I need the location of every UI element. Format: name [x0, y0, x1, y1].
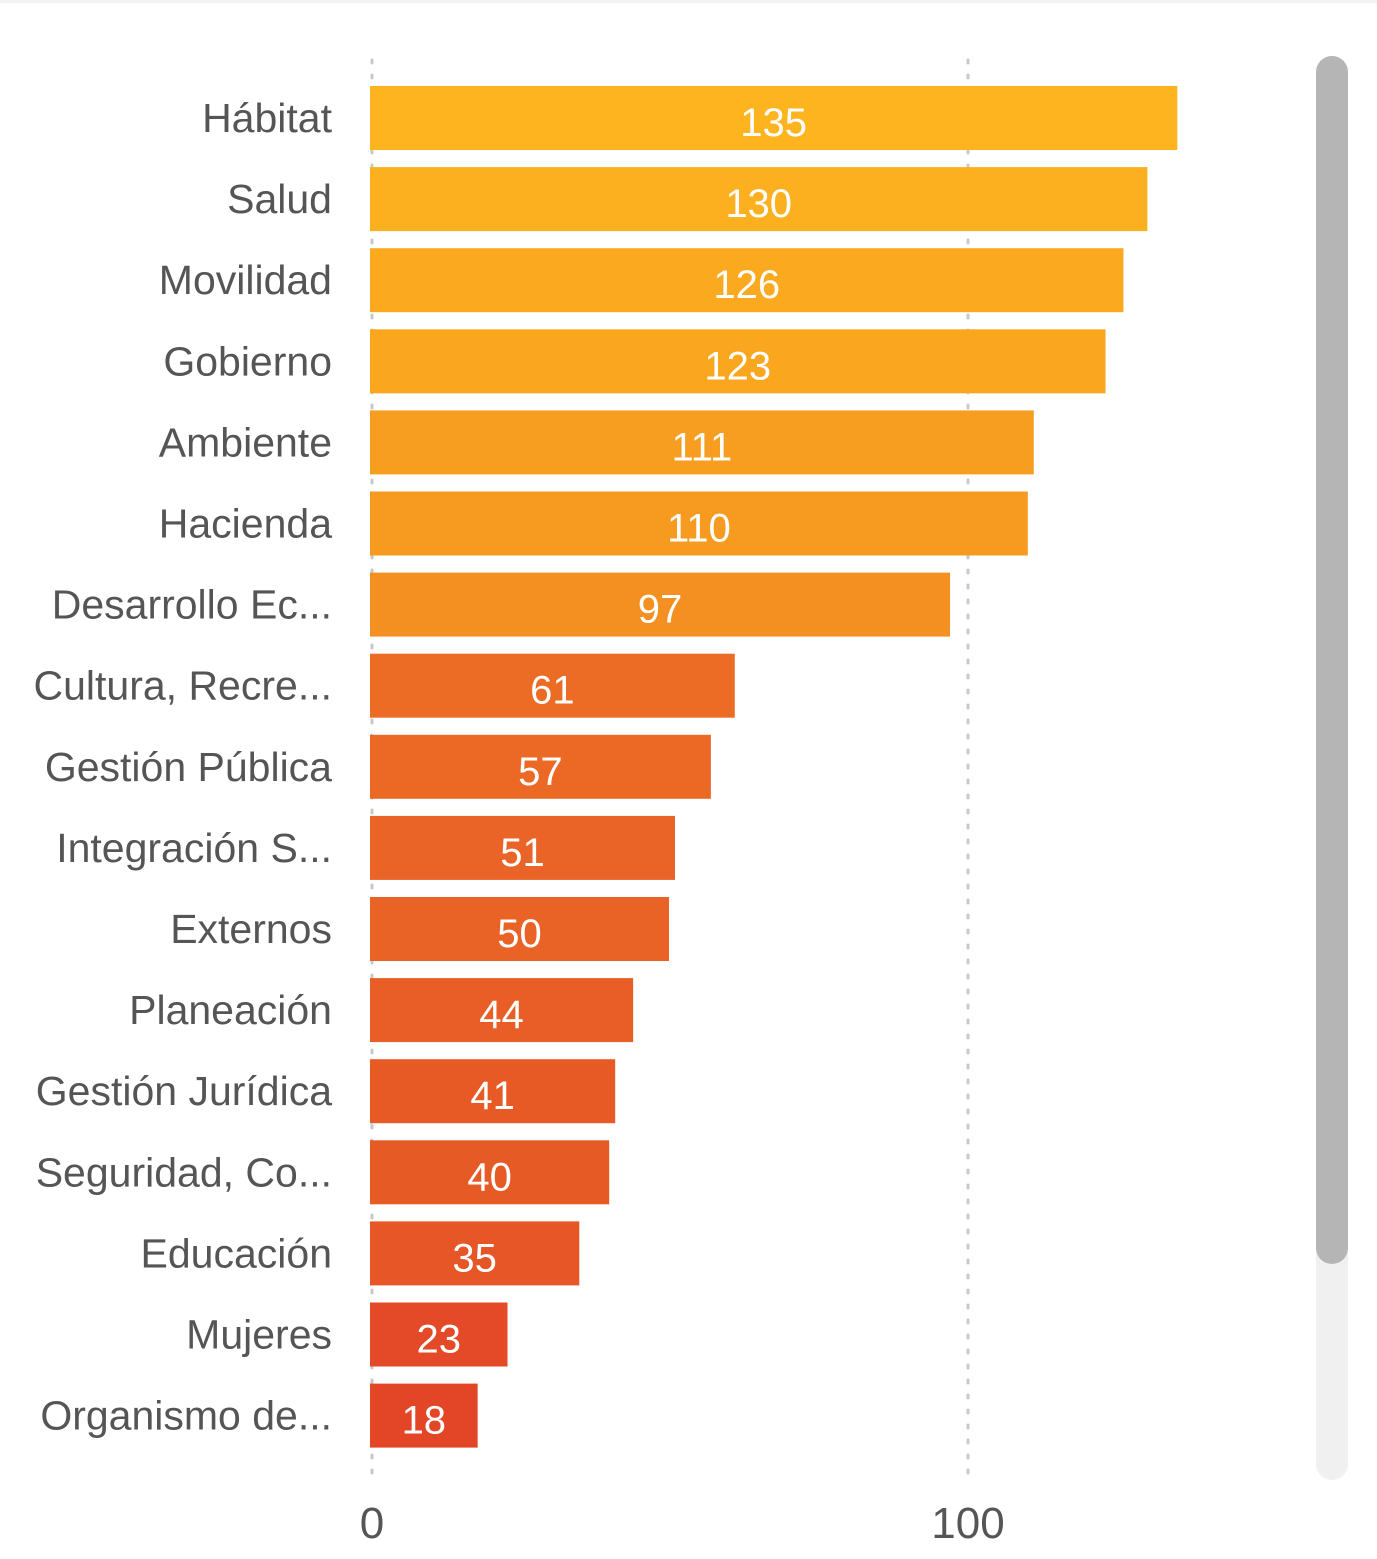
bar[interactable]: [370, 248, 1124, 313]
x-axis-ticks: 0 100: [360, 1499, 1005, 1548]
top-divider: [0, 0, 1377, 3]
category-label: Externos: [170, 906, 332, 952]
bars: [370, 86, 1178, 1448]
category-label: Planeación: [129, 987, 332, 1033]
category-label: Movilidad: [159, 257, 332, 303]
category-label: Gestión Jurídica: [36, 1068, 332, 1114]
category-label: Ambiente: [159, 419, 332, 465]
category-label: Cultura, Recre...: [34, 663, 333, 709]
data-label: 97: [638, 588, 683, 632]
bar[interactable]: [370, 1383, 478, 1448]
bar[interactable]: [370, 1059, 616, 1124]
data-label: 18: [402, 1399, 447, 1443]
category-labels: Hábitat Salud Movilidad Gobierno Ambiente Hac…: [34, 95, 333, 1439]
bar[interactable]: [370, 1140, 610, 1205]
data-label: 51: [500, 831, 545, 875]
data-label: 135: [740, 101, 807, 145]
bar[interactable]: [370, 572, 951, 637]
bar[interactable]: [370, 86, 1178, 150]
data-label: 50: [497, 912, 542, 956]
data-label: 61: [530, 669, 575, 713]
bar[interactable]: [370, 167, 1148, 232]
bar[interactable]: [370, 653, 735, 718]
category-label: Mujeres: [186, 1312, 332, 1358]
bar[interactable]: [370, 815, 675, 880]
data-label: 23: [417, 1318, 462, 1362]
x-tick-label: 0: [360, 1499, 384, 1548]
data-label: 40: [467, 1155, 512, 1199]
bar[interactable]: [370, 491, 1028, 556]
scrollbar-track[interactable]: [1316, 56, 1348, 1480]
data-label: 41: [470, 1074, 515, 1118]
value-labels: 135 130 126 123 111 110 97 61 57 51 50 44 41 40 35 23 18: [402, 101, 807, 1443]
category-label: Desarrollo Ec...: [52, 582, 332, 628]
category-label: Educación: [141, 1230, 332, 1276]
category-label: Hacienda: [159, 501, 332, 547]
bar[interactable]: [370, 410, 1034, 475]
data-label: 110: [667, 507, 731, 551]
data-label: 126: [713, 263, 780, 307]
bar[interactable]: [370, 1221, 580, 1286]
category-label: Organismo de...: [40, 1393, 332, 1439]
data-label: 130: [725, 182, 792, 226]
data-label: 111: [671, 425, 732, 469]
bar[interactable]: [370, 1302, 508, 1367]
bar[interactable]: [370, 329, 1106, 394]
scrollbar-thumb[interactable]: [1316, 56, 1348, 1264]
category-label: Gestión Pública: [45, 744, 332, 790]
category-label: Integración S...: [56, 825, 332, 871]
category-label: Hábitat: [202, 95, 333, 141]
category-label: Seguridad, Co...: [36, 1149, 332, 1195]
bar[interactable]: [370, 897, 669, 961]
bar[interactable]: [370, 978, 634, 1043]
category-label: Salud: [227, 176, 332, 222]
x-tick-label: 100: [931, 1499, 1004, 1548]
data-label: 35: [452, 1236, 497, 1280]
bar[interactable]: [370, 734, 711, 799]
bar-chart: Hábitat Salud Movilidad Gobierno Ambiente Hac…: [34, 58, 1178, 1548]
category-label: Gobierno: [163, 338, 332, 384]
data-label: 57: [518, 750, 563, 794]
data-label: 44: [479, 993, 524, 1037]
data-label: 123: [704, 344, 771, 388]
